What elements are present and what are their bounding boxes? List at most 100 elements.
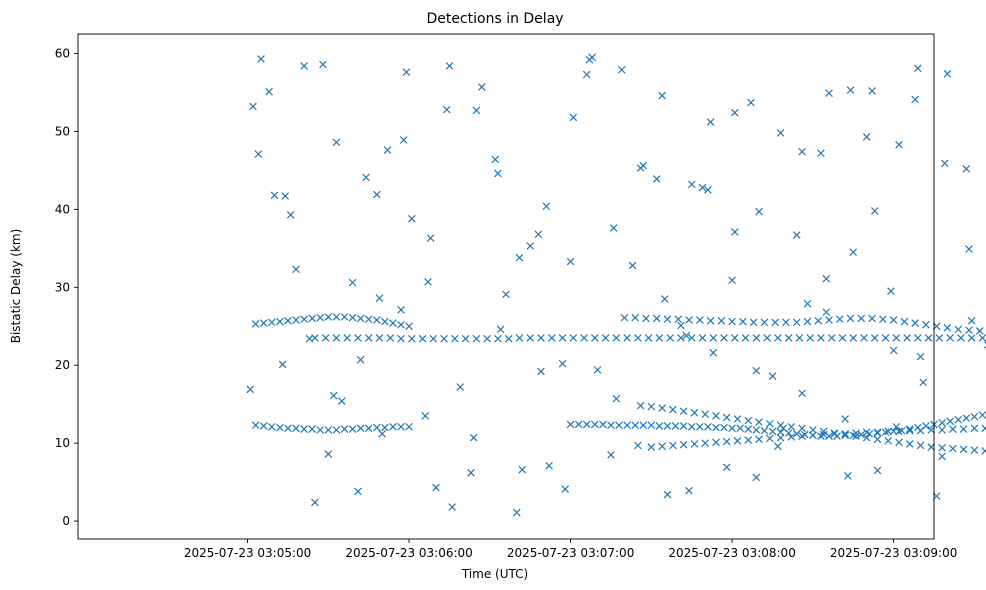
data-point <box>970 412 979 421</box>
series-clutter <box>246 53 986 517</box>
data-point <box>765 434 774 443</box>
data-point <box>284 424 292 433</box>
data-point <box>399 136 408 144</box>
data-point <box>954 415 963 424</box>
data-point <box>634 334 642 342</box>
data-point <box>421 412 430 420</box>
data-point <box>881 428 890 437</box>
data-point <box>962 164 971 173</box>
x-tick-label: 2025-07-23 03:07:00 <box>507 546 634 560</box>
data-point <box>518 465 526 474</box>
data-point <box>755 207 763 216</box>
data-point <box>615 421 623 430</box>
data-point <box>798 389 806 398</box>
data-point <box>720 423 728 432</box>
data-point <box>852 429 860 437</box>
data-point <box>364 424 373 433</box>
data-point <box>324 426 333 434</box>
data-point <box>337 397 346 405</box>
data-point <box>407 214 416 223</box>
data-point <box>599 420 607 429</box>
data-point <box>728 424 736 433</box>
data-point <box>895 427 903 436</box>
data-point <box>695 316 704 324</box>
data-point <box>300 425 308 433</box>
data-point <box>924 334 933 342</box>
data-point <box>582 70 591 79</box>
data-point <box>784 334 793 342</box>
data-point <box>889 316 898 324</box>
data-point <box>308 425 317 433</box>
data-point <box>292 424 300 433</box>
data-point <box>687 422 696 431</box>
data-point <box>938 443 946 452</box>
data-point <box>448 503 456 511</box>
data-point <box>884 436 893 445</box>
data-point <box>515 334 524 342</box>
data-point <box>787 422 796 431</box>
data-point <box>978 334 986 342</box>
data-point <box>300 315 308 324</box>
data-point <box>701 439 710 447</box>
y-tick-label: 50 <box>55 124 70 138</box>
data-point <box>671 422 680 430</box>
data-point <box>914 334 922 342</box>
data-point <box>730 228 739 236</box>
data-point <box>617 66 626 74</box>
data-point <box>895 140 903 149</box>
data-point <box>469 433 478 442</box>
data-point <box>749 318 758 327</box>
data-point <box>601 334 610 342</box>
data-point <box>889 346 898 355</box>
data-point <box>663 490 672 499</box>
data-point <box>636 401 645 410</box>
data-point <box>324 450 333 458</box>
data-point <box>852 432 860 440</box>
data-point <box>593 366 602 374</box>
data-point <box>669 441 677 450</box>
data-point <box>768 372 777 380</box>
chart-title: Detections in Delay <box>426 11 563 27</box>
data-point <box>957 334 965 342</box>
data-point <box>354 487 362 496</box>
data-point <box>722 463 731 472</box>
data-point <box>935 334 944 342</box>
data-point <box>259 422 268 430</box>
data-point <box>512 508 521 517</box>
data-point <box>868 87 876 95</box>
data-point <box>970 446 979 454</box>
data-point <box>903 334 911 342</box>
data-point <box>375 294 384 303</box>
data-point <box>647 402 656 411</box>
data-point <box>709 334 718 342</box>
data-point <box>386 334 395 342</box>
data-point <box>701 410 710 419</box>
data-point <box>809 431 817 440</box>
data-point <box>755 435 763 444</box>
data-point <box>792 318 801 327</box>
data-point <box>542 202 551 211</box>
data-point <box>900 317 909 326</box>
data-point <box>472 106 481 115</box>
data-point <box>526 242 535 250</box>
data-point <box>628 261 637 270</box>
x-axis-label: Time (UTC) <box>461 567 528 581</box>
y-axis-label: Bistatic Delay (km) <box>9 229 23 344</box>
data-point <box>663 315 672 324</box>
y-tick-label: 60 <box>55 46 70 60</box>
data-point <box>545 461 553 470</box>
data-point <box>687 334 696 342</box>
data-point <box>265 87 273 96</box>
data-point <box>432 483 440 492</box>
data-point <box>674 315 683 324</box>
data-point <box>332 334 341 342</box>
data-point <box>728 276 736 285</box>
data-point <box>978 411 986 419</box>
data-point <box>418 334 427 343</box>
data-point <box>329 391 338 400</box>
data-point <box>372 423 381 432</box>
data-points <box>246 53 986 517</box>
data-point <box>873 435 882 444</box>
data-point <box>825 89 833 98</box>
data-point <box>946 417 954 426</box>
